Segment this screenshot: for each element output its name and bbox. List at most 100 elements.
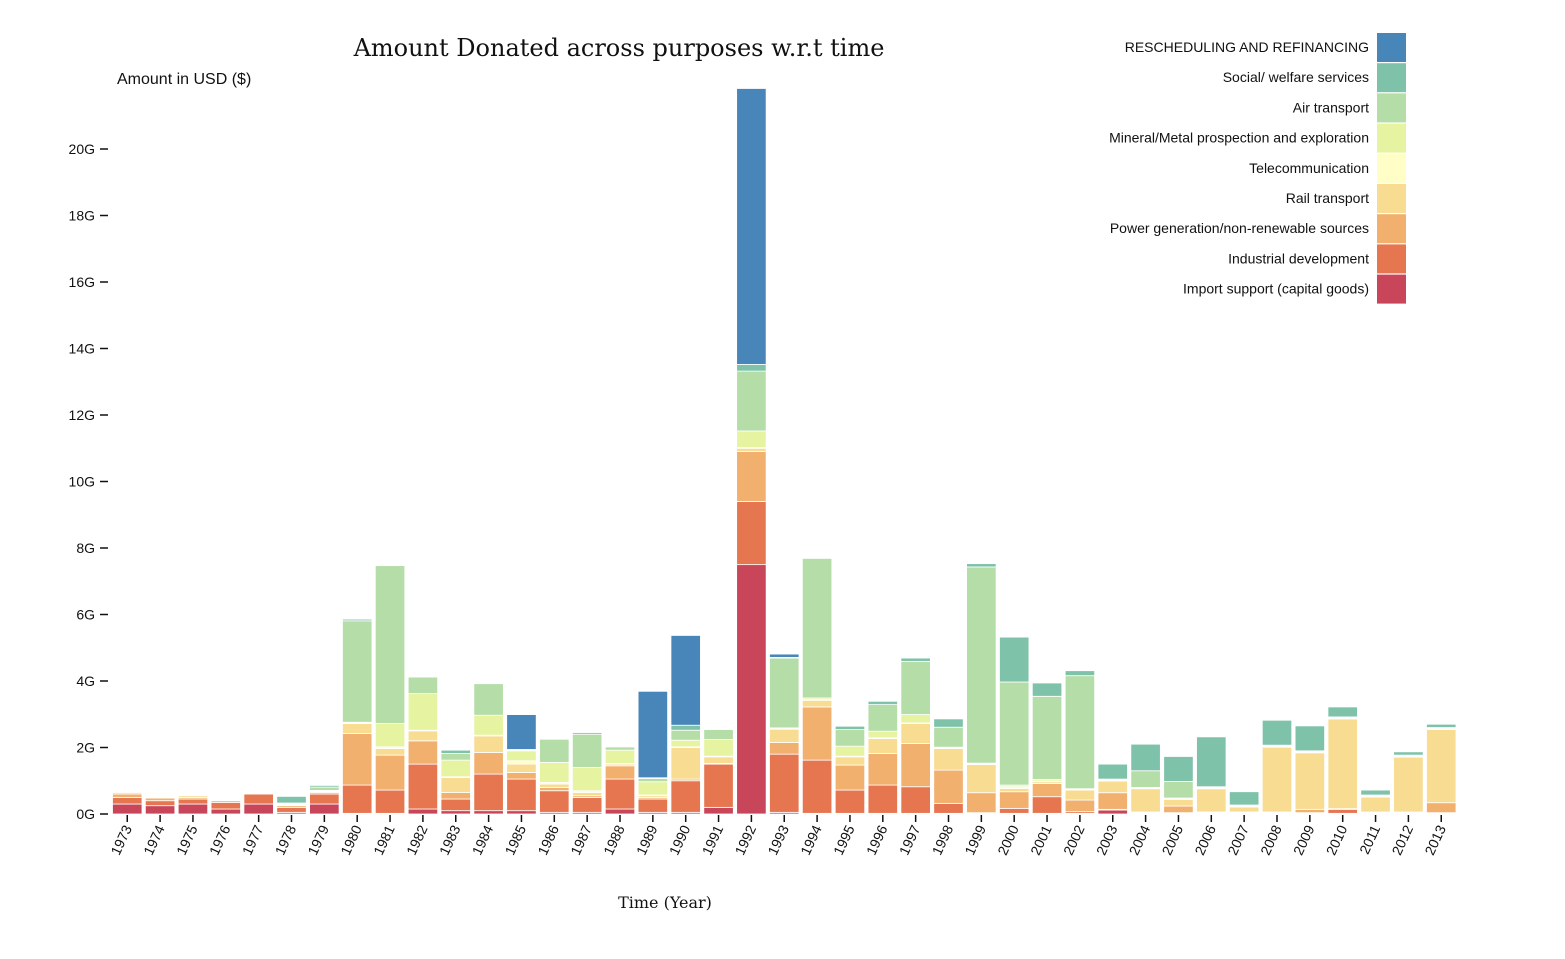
x-tick-label: 2003 xyxy=(1093,822,1121,857)
bar-segment xyxy=(1064,799,1096,813)
bar-segment xyxy=(834,756,866,766)
x-tick-label: 1998 xyxy=(929,822,957,857)
x-tick-label: 2002 xyxy=(1060,822,1088,857)
bar-stack-1974 xyxy=(144,794,176,815)
bar-segment xyxy=(999,807,1030,814)
bar-stack-1999 xyxy=(966,563,997,815)
bar-segment xyxy=(506,760,537,765)
bar-segment xyxy=(539,787,570,792)
x-tick-label: 2007 xyxy=(1224,822,1252,857)
bar-segment xyxy=(243,803,274,815)
x-tick-label: 1991 xyxy=(699,822,727,857)
bar-segment xyxy=(1064,670,1096,677)
bar-segment xyxy=(1261,746,1293,813)
bar-stack-2004 xyxy=(1130,743,1161,815)
x-tick-label: 1976 xyxy=(206,822,234,857)
y-tick-label: 16G xyxy=(69,274,95,290)
y-tick-label: 12G xyxy=(69,407,95,423)
bar-stack-2005 xyxy=(1163,756,1194,815)
bar-stack-1976 xyxy=(210,796,241,815)
bar-stack-1978 xyxy=(276,795,307,815)
legend-label: Mineral/Metal prospection and exploratio… xyxy=(1109,130,1369,146)
legend-label: Industrial development xyxy=(1228,250,1369,266)
bar-segment xyxy=(933,769,964,804)
bar-stack-1990 xyxy=(670,635,701,815)
legend-swatch xyxy=(1377,274,1406,304)
bar-segment xyxy=(769,653,800,658)
bar-stack-1984 xyxy=(473,682,504,815)
legend-swatch xyxy=(1377,33,1406,62)
bar-stack-1975 xyxy=(177,792,209,815)
bar-stack-1995 xyxy=(834,725,866,815)
bar-segment xyxy=(637,798,668,813)
bar-stack-2003 xyxy=(1097,763,1128,815)
bar-stack-1977 xyxy=(243,789,274,815)
x-tick-label: 1989 xyxy=(633,822,661,857)
bar-segment xyxy=(473,810,504,815)
bar-segment xyxy=(342,723,373,734)
bar-segment xyxy=(374,565,406,724)
bar-segment xyxy=(703,729,734,740)
bar-segment xyxy=(1196,788,1227,813)
bar-segment xyxy=(703,739,734,757)
bar-segment xyxy=(769,728,800,743)
x-tick-label: 1978 xyxy=(272,822,300,857)
bar-segment xyxy=(177,798,209,805)
bar-segment xyxy=(769,742,800,755)
bar-stack-2012 xyxy=(1393,751,1424,815)
bar-segment xyxy=(637,778,668,783)
bar-segment xyxy=(670,739,701,748)
bar-segment xyxy=(867,784,898,814)
bar-stack-1981 xyxy=(374,564,406,815)
bar-stack-1986 xyxy=(539,738,570,815)
bar-segment xyxy=(604,808,636,815)
y-axis: 0G 2G 4G 6G 8G 10G 12G 14G 16G 18G 20G xyxy=(69,141,108,822)
y-tick-label: 0G xyxy=(76,806,95,822)
y-tick-label: 6G xyxy=(76,607,95,623)
bar-stack-1992 xyxy=(736,88,767,815)
bar-segment xyxy=(1163,756,1194,782)
bar-segment xyxy=(1229,791,1260,806)
x-tick-label: 1985 xyxy=(502,822,530,857)
bar-stack-1987 xyxy=(572,732,603,815)
bar-segment xyxy=(1327,706,1358,718)
bar-segment xyxy=(342,733,373,786)
bar-segment xyxy=(999,787,1030,793)
x-tick-label: 2004 xyxy=(1126,822,1154,857)
x-tick-label: 2011 xyxy=(1356,822,1383,856)
x-tick-label: 2010 xyxy=(1323,822,1351,857)
bar-segment xyxy=(801,557,833,699)
x-tick-label: 1973 xyxy=(107,822,135,857)
y-tick-label: 20G xyxy=(69,141,95,157)
x-tick-label: 1979 xyxy=(304,822,332,857)
bar-stack-1989 xyxy=(637,690,668,815)
bar-segment xyxy=(637,781,668,796)
bar-segment xyxy=(867,738,898,754)
bar-segment xyxy=(736,564,767,815)
bar-stack-1994 xyxy=(801,557,833,815)
bar-stack-1996 xyxy=(867,700,898,815)
bar-segment xyxy=(1064,675,1096,790)
bar-segment xyxy=(210,801,241,810)
bars xyxy=(112,88,1457,815)
bar-segment xyxy=(374,789,406,814)
bar-segment xyxy=(1393,751,1424,756)
bar-segment xyxy=(407,730,439,742)
bar-segment xyxy=(834,764,866,791)
bar-segment xyxy=(374,754,406,791)
x-tick-label: 2008 xyxy=(1257,822,1285,857)
bar-segment xyxy=(999,636,1030,683)
bar-stack-1980 xyxy=(342,618,373,815)
legend-swatch xyxy=(1377,93,1406,123)
bar-segment xyxy=(1163,798,1194,807)
bar-segment xyxy=(506,810,537,815)
bar-stack-1982 xyxy=(407,675,439,815)
bar-segment xyxy=(1031,783,1063,798)
bar-segment xyxy=(1064,789,1096,801)
bar-segment xyxy=(867,730,898,739)
bar-segment xyxy=(112,803,143,815)
x-tick-label: 1987 xyxy=(567,822,595,857)
bar-segment xyxy=(440,798,471,812)
bar-segment xyxy=(900,743,931,788)
bar-segment xyxy=(342,784,373,814)
